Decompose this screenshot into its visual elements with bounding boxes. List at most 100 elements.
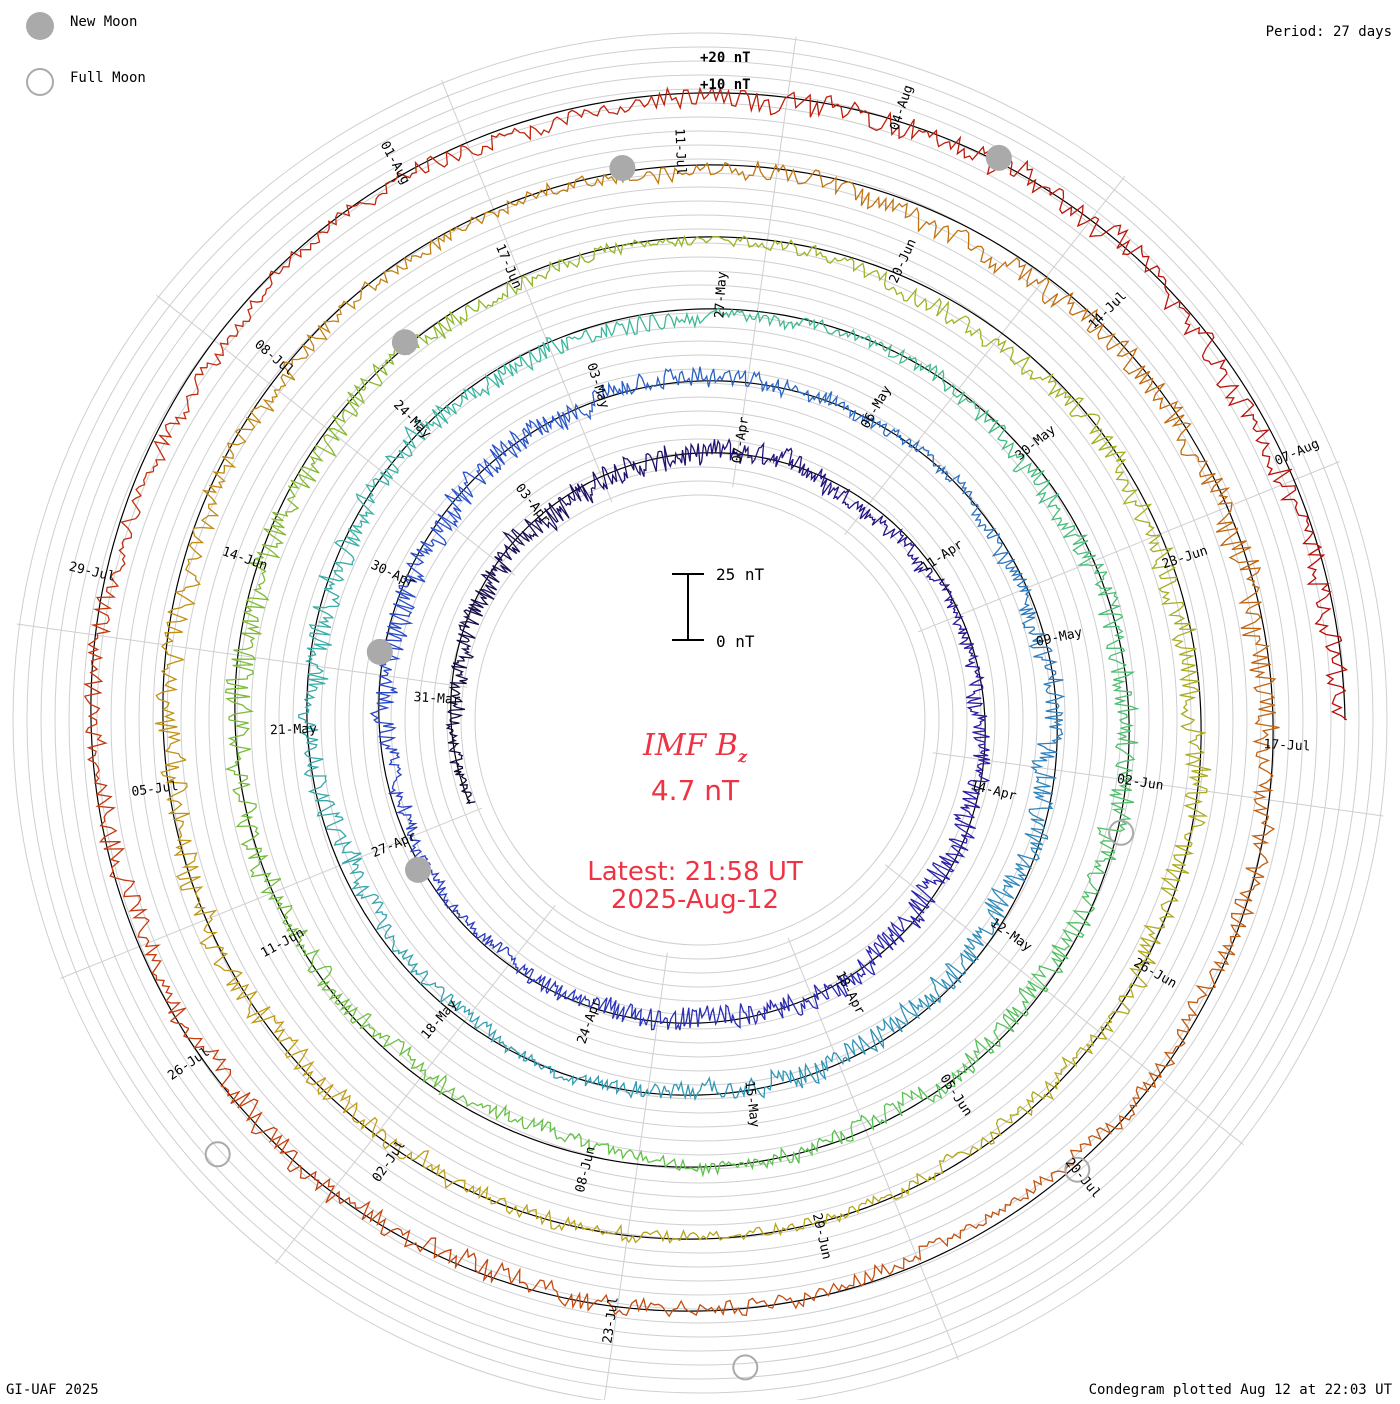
new-moon-marker <box>985 144 1012 171</box>
bz-trace-segment <box>161 558 201 661</box>
grid-circle <box>124 144 1276 1296</box>
grid-spoke <box>603 952 668 1404</box>
grid-circle <box>222 242 1178 1198</box>
grid-circle <box>362 382 1038 1058</box>
reference-label-20: +20 nT <box>700 50 751 66</box>
bz-trace-segment <box>303 765 345 835</box>
bz-trace-segment <box>523 1116 609 1151</box>
bz-trace-segment <box>1109 735 1139 821</box>
date-label: 08-Jun <box>573 1145 599 1194</box>
grid-spoke <box>16 623 468 688</box>
bz-trace-segment <box>690 1153 778 1178</box>
new-moon-icon <box>26 12 54 40</box>
bz-trace-segment <box>339 1196 447 1259</box>
grid-circle <box>306 326 1094 1114</box>
bz-trace-segment <box>952 774 991 830</box>
bz-trace-segment <box>601 452 657 485</box>
bz-trace-segment <box>826 1173 920 1223</box>
bz-trace-segment <box>532 1208 630 1243</box>
bz-trace-segment <box>944 384 1008 442</box>
bz-trace-segment <box>235 806 282 895</box>
bz-trace-segment <box>1048 896 1096 973</box>
bz-trace-segment <box>935 1030 1001 1100</box>
bz-trace-segment <box>778 1262 891 1310</box>
latest-timestamp: Latest: 21:58 UT 2025-Aug-12 <box>520 858 870 914</box>
bz-trace-segment <box>152 367 208 472</box>
bz-trace-segment <box>1059 190 1161 273</box>
bz-trace-segment <box>711 86 834 118</box>
bz-trace-segment <box>540 171 648 197</box>
bz-trace-segment <box>993 965 1049 1033</box>
date-label: 11-Jun <box>259 926 307 962</box>
bz-trace-segment <box>534 974 591 1008</box>
bz-trace-segment <box>952 614 980 668</box>
bz-trace-segment <box>776 1121 856 1164</box>
bz-trace-segment <box>431 368 505 424</box>
grid-spoke <box>844 175 1126 536</box>
bz-trace-segment <box>1154 976 1216 1078</box>
bz-trace-segment <box>436 1168 533 1219</box>
bz-trace-segment <box>379 1032 447 1096</box>
bz-trace-segment <box>1138 519 1185 606</box>
bz-trace-segment <box>309 384 365 465</box>
bz-trace-segment <box>556 381 615 431</box>
bz-trace-segment <box>1042 291 1138 358</box>
grid-circle <box>82 102 1318 1338</box>
bz-trace-segment <box>515 247 599 295</box>
bz-trace-segment <box>1209 876 1265 978</box>
date-label: 14-Jun <box>220 544 269 574</box>
bz-trace-segment <box>312 539 355 619</box>
date-label: 02-Jun <box>1116 772 1165 794</box>
date-label: 03-May <box>583 361 612 410</box>
bz-trace-segment <box>690 235 784 252</box>
grid-circle <box>110 130 1290 1310</box>
grid-circle <box>292 312 1108 1128</box>
full-moon-marker <box>1108 819 1135 846</box>
chart-title-main: IMF B <box>642 728 738 763</box>
bz-trace-segment <box>380 417 443 480</box>
grid-circle <box>236 256 1164 1184</box>
bz-trace-segment <box>646 306 724 332</box>
bz-trace-segment <box>388 791 422 853</box>
reference-label-10: +10 nT <box>700 77 751 93</box>
bz-trace-segment <box>593 86 713 117</box>
bz-trace-segment <box>342 471 390 547</box>
bz-trace-segment <box>1181 453 1247 551</box>
bz-trace-segment <box>607 1143 692 1172</box>
bz-trace-segment <box>957 229 1050 296</box>
bz-trace-segment <box>880 341 946 392</box>
bz-trace-segment <box>997 1056 1078 1124</box>
date-label: 27-May <box>712 271 730 319</box>
bz-trace-segment <box>951 315 1031 376</box>
bz-trace-segment <box>463 1008 527 1060</box>
bz-trace-segment <box>83 580 120 697</box>
bz-trace-segment <box>613 368 681 397</box>
bz-trace-segment <box>250 1123 341 1204</box>
bz-trace-segment <box>805 467 851 506</box>
bz-trace-segment <box>736 1066 807 1099</box>
bz-trace-segment <box>182 1028 263 1125</box>
bz-trace-segment <box>1129 887 1179 988</box>
bz-trace-segment <box>854 1086 937 1132</box>
bz-trace-segment <box>870 418 932 457</box>
scale-bar-bottom-label: 0 nT <box>716 632 755 651</box>
bz-trace-segment <box>374 144 482 205</box>
bz-trace-segment <box>298 689 324 767</box>
bz-trace-segment <box>568 313 648 343</box>
bz-trace-segment <box>889 1214 987 1275</box>
bz-trace-segment <box>902 868 945 929</box>
bz-trace-segment <box>865 916 905 975</box>
bz-trace-segment <box>758 441 810 476</box>
full-moon-icon <box>26 68 54 96</box>
grid-circle <box>446 466 954 974</box>
bz-trace-segment <box>176 860 229 965</box>
bz-trace-segment <box>522 1050 592 1087</box>
bz-trace-segment <box>972 719 991 776</box>
full-moon-marker <box>732 1354 759 1381</box>
bz-trace-segment <box>154 658 187 761</box>
bz-trace-segment <box>490 528 530 574</box>
latest-date: 2025-Aug-12 <box>610 885 780 915</box>
legend-full-moon-label: Full Moon <box>70 70 146 86</box>
grid-circle <box>12 32 1388 1404</box>
